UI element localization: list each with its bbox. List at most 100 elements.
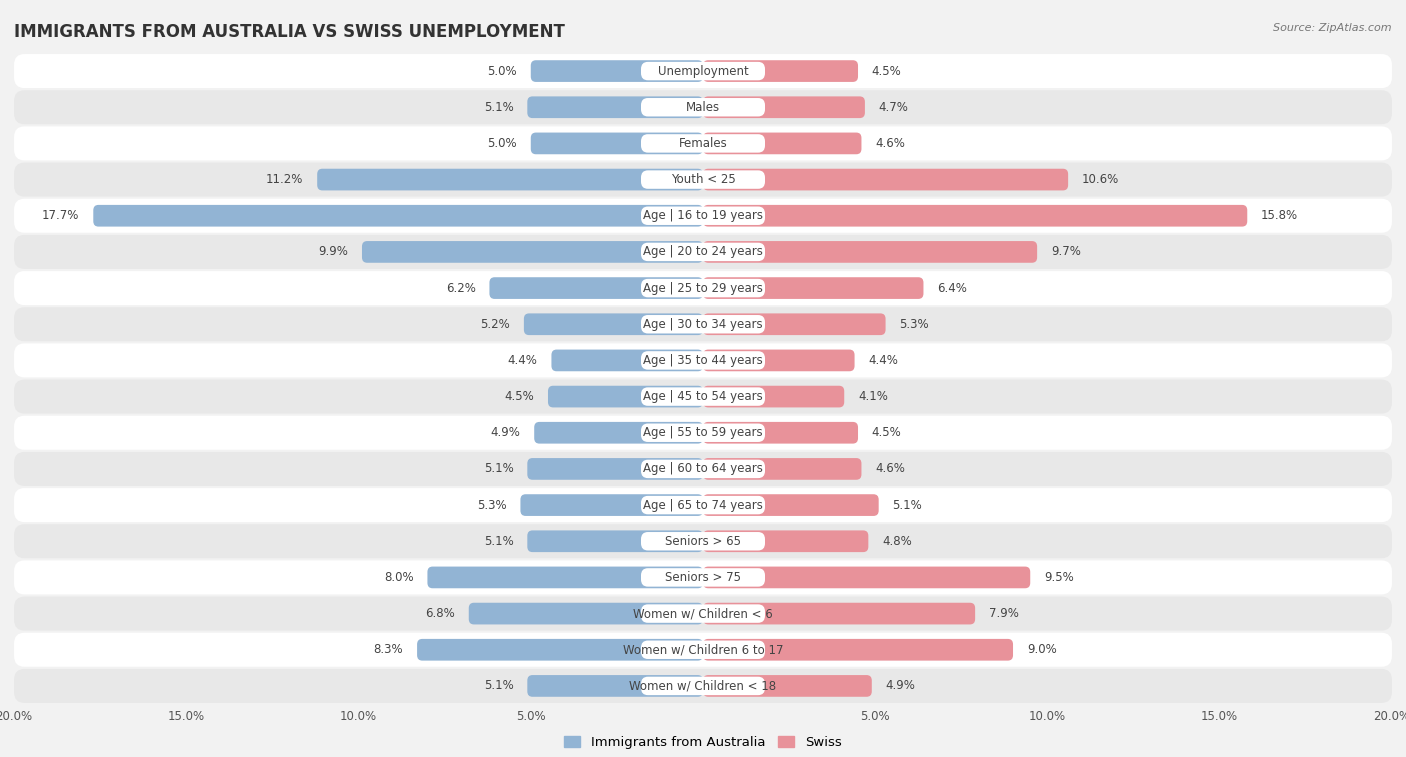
Text: 4.6%: 4.6% xyxy=(875,137,905,150)
FancyBboxPatch shape xyxy=(703,422,858,444)
Text: 15.8%: 15.8% xyxy=(1261,209,1298,223)
Text: 5.0%: 5.0% xyxy=(488,64,517,77)
Text: 5.1%: 5.1% xyxy=(484,680,513,693)
FancyBboxPatch shape xyxy=(703,494,879,516)
Text: 5.1%: 5.1% xyxy=(893,499,922,512)
Text: 9.5%: 9.5% xyxy=(1045,571,1074,584)
Text: 4.1%: 4.1% xyxy=(858,390,887,403)
Text: Women w/ Children 6 to 17: Women w/ Children 6 to 17 xyxy=(623,643,783,656)
FancyBboxPatch shape xyxy=(641,315,765,334)
Text: 10.6%: 10.6% xyxy=(1083,173,1119,186)
FancyBboxPatch shape xyxy=(703,566,1031,588)
Text: 6.4%: 6.4% xyxy=(938,282,967,294)
FancyBboxPatch shape xyxy=(14,163,1392,197)
FancyBboxPatch shape xyxy=(641,388,765,406)
FancyBboxPatch shape xyxy=(641,569,765,587)
FancyBboxPatch shape xyxy=(641,243,765,261)
Text: Males: Males xyxy=(686,101,720,114)
Legend: Immigrants from Australia, Swiss: Immigrants from Australia, Swiss xyxy=(564,737,842,749)
FancyBboxPatch shape xyxy=(14,669,1392,703)
Text: 9.0%: 9.0% xyxy=(1026,643,1056,656)
FancyBboxPatch shape xyxy=(641,207,765,225)
FancyBboxPatch shape xyxy=(527,531,703,552)
Text: 4.4%: 4.4% xyxy=(508,354,537,367)
FancyBboxPatch shape xyxy=(641,423,765,442)
Text: Age | 35 to 44 years: Age | 35 to 44 years xyxy=(643,354,763,367)
Text: 6.8%: 6.8% xyxy=(425,607,456,620)
Text: 5.1%: 5.1% xyxy=(484,534,513,548)
FancyBboxPatch shape xyxy=(703,350,855,371)
FancyBboxPatch shape xyxy=(641,640,765,659)
FancyBboxPatch shape xyxy=(418,639,703,661)
FancyBboxPatch shape xyxy=(14,379,1392,413)
FancyBboxPatch shape xyxy=(703,96,865,118)
FancyBboxPatch shape xyxy=(641,496,765,514)
FancyBboxPatch shape xyxy=(14,307,1392,341)
FancyBboxPatch shape xyxy=(468,603,703,625)
FancyBboxPatch shape xyxy=(641,677,765,695)
FancyBboxPatch shape xyxy=(14,126,1392,160)
Text: 17.7%: 17.7% xyxy=(42,209,80,223)
FancyBboxPatch shape xyxy=(641,62,765,80)
FancyBboxPatch shape xyxy=(641,459,765,478)
FancyBboxPatch shape xyxy=(527,675,703,696)
Text: Age | 55 to 59 years: Age | 55 to 59 years xyxy=(643,426,763,439)
Text: 6.2%: 6.2% xyxy=(446,282,475,294)
Text: Females: Females xyxy=(679,137,727,150)
FancyBboxPatch shape xyxy=(641,98,765,117)
FancyBboxPatch shape xyxy=(14,452,1392,486)
Text: 5.2%: 5.2% xyxy=(481,318,510,331)
Text: 5.1%: 5.1% xyxy=(484,101,513,114)
Text: Women w/ Children < 18: Women w/ Children < 18 xyxy=(630,680,776,693)
FancyBboxPatch shape xyxy=(14,54,1392,88)
Text: 11.2%: 11.2% xyxy=(266,173,304,186)
Text: 4.7%: 4.7% xyxy=(879,101,908,114)
FancyBboxPatch shape xyxy=(703,61,858,82)
FancyBboxPatch shape xyxy=(641,134,765,153)
Text: Youth < 25: Youth < 25 xyxy=(671,173,735,186)
Text: 7.9%: 7.9% xyxy=(988,607,1019,620)
Text: Age | 25 to 29 years: Age | 25 to 29 years xyxy=(643,282,763,294)
FancyBboxPatch shape xyxy=(703,205,1247,226)
Text: 8.3%: 8.3% xyxy=(374,643,404,656)
Text: 4.9%: 4.9% xyxy=(491,426,520,439)
FancyBboxPatch shape xyxy=(14,560,1392,594)
FancyBboxPatch shape xyxy=(93,205,703,226)
Text: Age | 30 to 34 years: Age | 30 to 34 years xyxy=(643,318,763,331)
FancyBboxPatch shape xyxy=(527,96,703,118)
Text: 5.3%: 5.3% xyxy=(477,499,506,512)
FancyBboxPatch shape xyxy=(14,416,1392,450)
Text: 4.5%: 4.5% xyxy=(505,390,534,403)
Text: Age | 65 to 74 years: Age | 65 to 74 years xyxy=(643,499,763,512)
Text: 4.5%: 4.5% xyxy=(872,64,901,77)
FancyBboxPatch shape xyxy=(524,313,703,335)
Text: 9.9%: 9.9% xyxy=(318,245,349,258)
FancyBboxPatch shape xyxy=(14,271,1392,305)
FancyBboxPatch shape xyxy=(641,532,765,550)
FancyBboxPatch shape xyxy=(703,386,844,407)
FancyBboxPatch shape xyxy=(14,235,1392,269)
FancyBboxPatch shape xyxy=(703,313,886,335)
FancyBboxPatch shape xyxy=(14,199,1392,232)
Text: Women w/ Children < 6: Women w/ Children < 6 xyxy=(633,607,773,620)
FancyBboxPatch shape xyxy=(14,525,1392,558)
FancyBboxPatch shape xyxy=(361,241,703,263)
Text: Source: ZipAtlas.com: Source: ZipAtlas.com xyxy=(1274,23,1392,33)
FancyBboxPatch shape xyxy=(14,488,1392,522)
FancyBboxPatch shape xyxy=(14,633,1392,667)
FancyBboxPatch shape xyxy=(703,458,862,480)
FancyBboxPatch shape xyxy=(641,170,765,188)
FancyBboxPatch shape xyxy=(703,132,862,154)
Text: 4.9%: 4.9% xyxy=(886,680,915,693)
Text: 4.4%: 4.4% xyxy=(869,354,898,367)
Text: Age | 16 to 19 years: Age | 16 to 19 years xyxy=(643,209,763,223)
Text: Unemployment: Unemployment xyxy=(658,64,748,77)
Text: 5.1%: 5.1% xyxy=(484,463,513,475)
Text: Age | 60 to 64 years: Age | 60 to 64 years xyxy=(643,463,763,475)
FancyBboxPatch shape xyxy=(703,603,976,625)
FancyBboxPatch shape xyxy=(703,531,869,552)
FancyBboxPatch shape xyxy=(641,351,765,369)
FancyBboxPatch shape xyxy=(703,639,1012,661)
Text: 8.0%: 8.0% xyxy=(384,571,413,584)
FancyBboxPatch shape xyxy=(703,241,1038,263)
